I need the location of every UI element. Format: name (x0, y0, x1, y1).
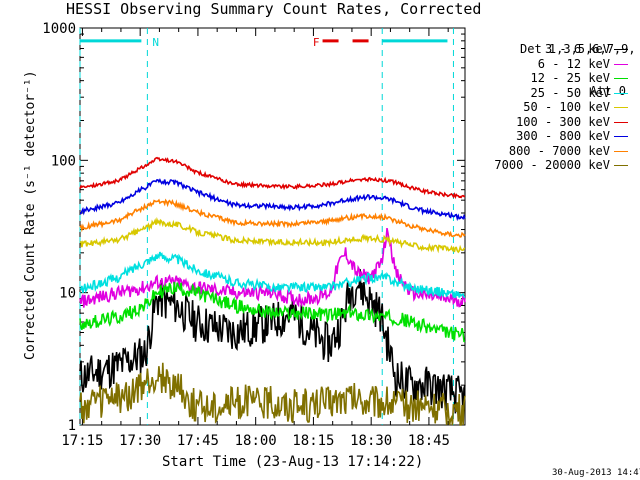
x-tick-label: 17:30 (119, 433, 161, 449)
y-tick-label: 10 (59, 286, 76, 302)
legend-swatch (614, 63, 628, 65)
series-line (79, 281, 466, 343)
x-tick-label: 18:00 (235, 433, 277, 449)
x-axis-label: Start Time (23-Aug-13 17:14:22) (162, 454, 424, 470)
series-line (79, 251, 466, 299)
legend-swatch (614, 150, 628, 152)
legend-entry: 25 - 50 keV (470, 86, 640, 100)
legend-entry: 3 - 6 keV (470, 42, 640, 56)
legend-entry: 100 - 300 keV (470, 115, 640, 129)
legend-entry: 800 - 7000 keV (470, 144, 640, 158)
legend-header: Det 1,3,5,6,7,9, Att 0 (520, 14, 636, 126)
y-tick-label: 1000 (42, 21, 76, 37)
legend-header-line-2: Att 0 (589, 84, 626, 98)
legend-entry-label: 6 - 12 keV (537, 56, 610, 71)
timestamp: 30-Aug-2013 14:47 (552, 468, 640, 478)
series-line (79, 216, 465, 254)
legend-entry-label: 12 - 25 keV (530, 71, 610, 85)
legend-entry-label: 25 - 50 keV (530, 85, 610, 100)
legend-entry-label: 3 - 6 keV (544, 42, 610, 56)
legend-swatch (614, 107, 628, 108)
series-line (79, 227, 466, 308)
legend-swatch (614, 121, 628, 123)
legend-entry-label: 7000 - 20000 keV (494, 158, 610, 172)
x-tick-label: 18:45 (408, 433, 450, 449)
x-tick-label: 17:45 (177, 433, 219, 449)
legend-entry: 12 - 25 keV (470, 71, 640, 85)
legend-entry-label: 300 - 800 keV (516, 129, 610, 143)
legend-swatch (614, 136, 628, 137)
y-tick-label: 100 (51, 153, 76, 169)
night-label: N (152, 36, 159, 49)
chart-title: HESSI Observing Summary Count Rates, Cor… (66, 0, 482, 18)
x-tick-label: 17:15 (61, 433, 103, 449)
legend-swatch (614, 49, 628, 50)
legend-entry: 50 - 100 keV (470, 100, 640, 114)
legend-swatch (614, 92, 628, 94)
legend-swatch (614, 165, 628, 166)
legend-entry-label: 100 - 300 keV (516, 114, 610, 129)
legend-entry-label: 50 - 100 keV (523, 100, 610, 114)
series-line (79, 178, 466, 222)
legend-entry-label: 800 - 7000 keV (508, 143, 610, 158)
legend-swatch (614, 78, 628, 79)
legend-entry: 300 - 800 keV (470, 129, 640, 143)
x-tick-label: 18:15 (292, 433, 334, 449)
series-line (79, 362, 466, 426)
series-line (79, 156, 465, 200)
y-axis-label: Corrected Count Rate (s⁻¹ detector⁻¹) (23, 70, 38, 360)
y-tick-label: 1 (68, 418, 76, 434)
flare-label: F (313, 36, 320, 49)
series-line (79, 198, 466, 238)
legend-entry: 7000 - 20000 keV (470, 158, 640, 172)
legend-header-line-1: Det 1,3,5,6,7,9, (520, 42, 636, 56)
x-tick-label: 18:30 (350, 433, 392, 449)
legend-entry: 6 - 12 keV (470, 57, 640, 71)
